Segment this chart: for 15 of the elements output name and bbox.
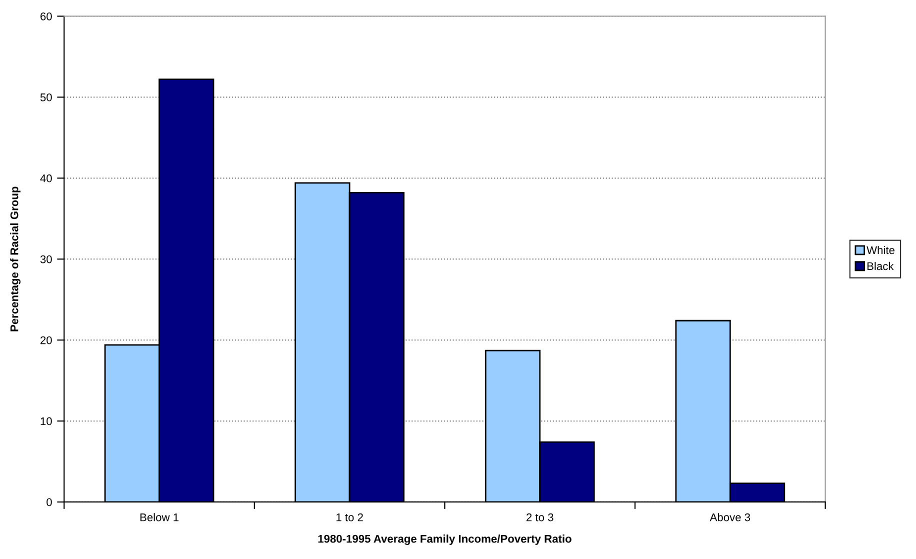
- x-tick-label: 1 to 2: [336, 513, 363, 522]
- y-axis-title: Percentage of Racial Group: [10, 186, 21, 332]
- y-tick-label: 0: [46, 498, 52, 506]
- legend-label: White: [866, 246, 894, 254]
- x-tick-label: 2 to 3: [526, 513, 554, 522]
- legend-label: Black: [867, 262, 894, 270]
- y-tick-label: 60: [40, 12, 52, 20]
- x-tick-label: Above 3: [710, 513, 750, 522]
- x-tick-label: Below 1: [140, 513, 178, 522]
- y-tick-label: 20: [40, 336, 52, 344]
- y-tick-label: 40: [40, 174, 52, 182]
- y-tick-label: 30: [40, 255, 52, 264]
- y-tick-label: 10: [40, 417, 52, 426]
- x-axis-title: 1980-1995 Average Family Income/Poverty Ratio: [318, 534, 572, 545]
- y-tick-label: 50: [40, 93, 52, 102]
